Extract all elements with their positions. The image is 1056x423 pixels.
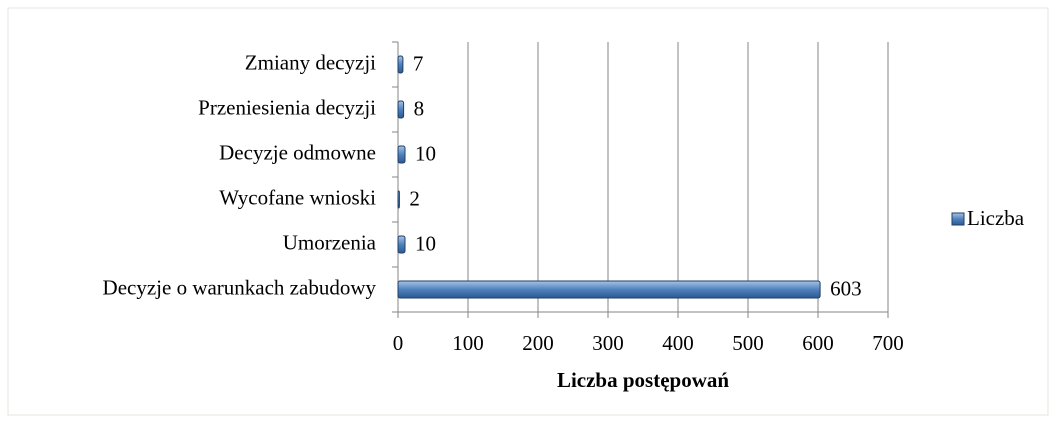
y-tick-label: Decyzje odmowne <box>219 140 376 164</box>
y-tick-label: Umorzenia <box>283 230 377 254</box>
x-axis-title: Liczba postępowań <box>557 368 729 392</box>
legend-label: Liczba <box>967 206 1025 230</box>
bar <box>397 55 404 74</box>
x-tick-label: 400 <box>662 331 694 355</box>
value-label: 10 <box>415 231 436 255</box>
y-tick-label: Zmiany decyzji <box>245 50 376 74</box>
bar <box>397 235 406 254</box>
bar <box>397 280 821 299</box>
x-tick-label: 300 <box>592 331 624 355</box>
x-tick-label: 200 <box>522 331 554 355</box>
value-label: 7 <box>413 51 424 75</box>
value-label: 603 <box>830 276 862 300</box>
x-tick-label: 500 <box>732 331 764 355</box>
bar <box>397 190 400 209</box>
y-tick-label: Przeniesienia decyzji <box>198 95 376 119</box>
value-label: 8 <box>414 96 425 120</box>
y-tick-label: Wycofane wnioski <box>219 185 376 209</box>
chart-frame <box>7 7 1049 416</box>
value-label: 2 <box>409 186 420 210</box>
value-label: 10 <box>415 141 436 165</box>
legend-swatch <box>951 212 965 226</box>
bar <box>397 145 406 164</box>
y-tick-label: Decyzje o warunkach zabudowy <box>103 275 377 299</box>
x-tick-label: 100 <box>452 331 484 355</box>
x-tick-label: 0 <box>393 331 404 355</box>
x-tick-label: 700 <box>872 331 904 355</box>
x-tick-label: 600 <box>802 331 834 355</box>
bar <box>397 100 405 119</box>
